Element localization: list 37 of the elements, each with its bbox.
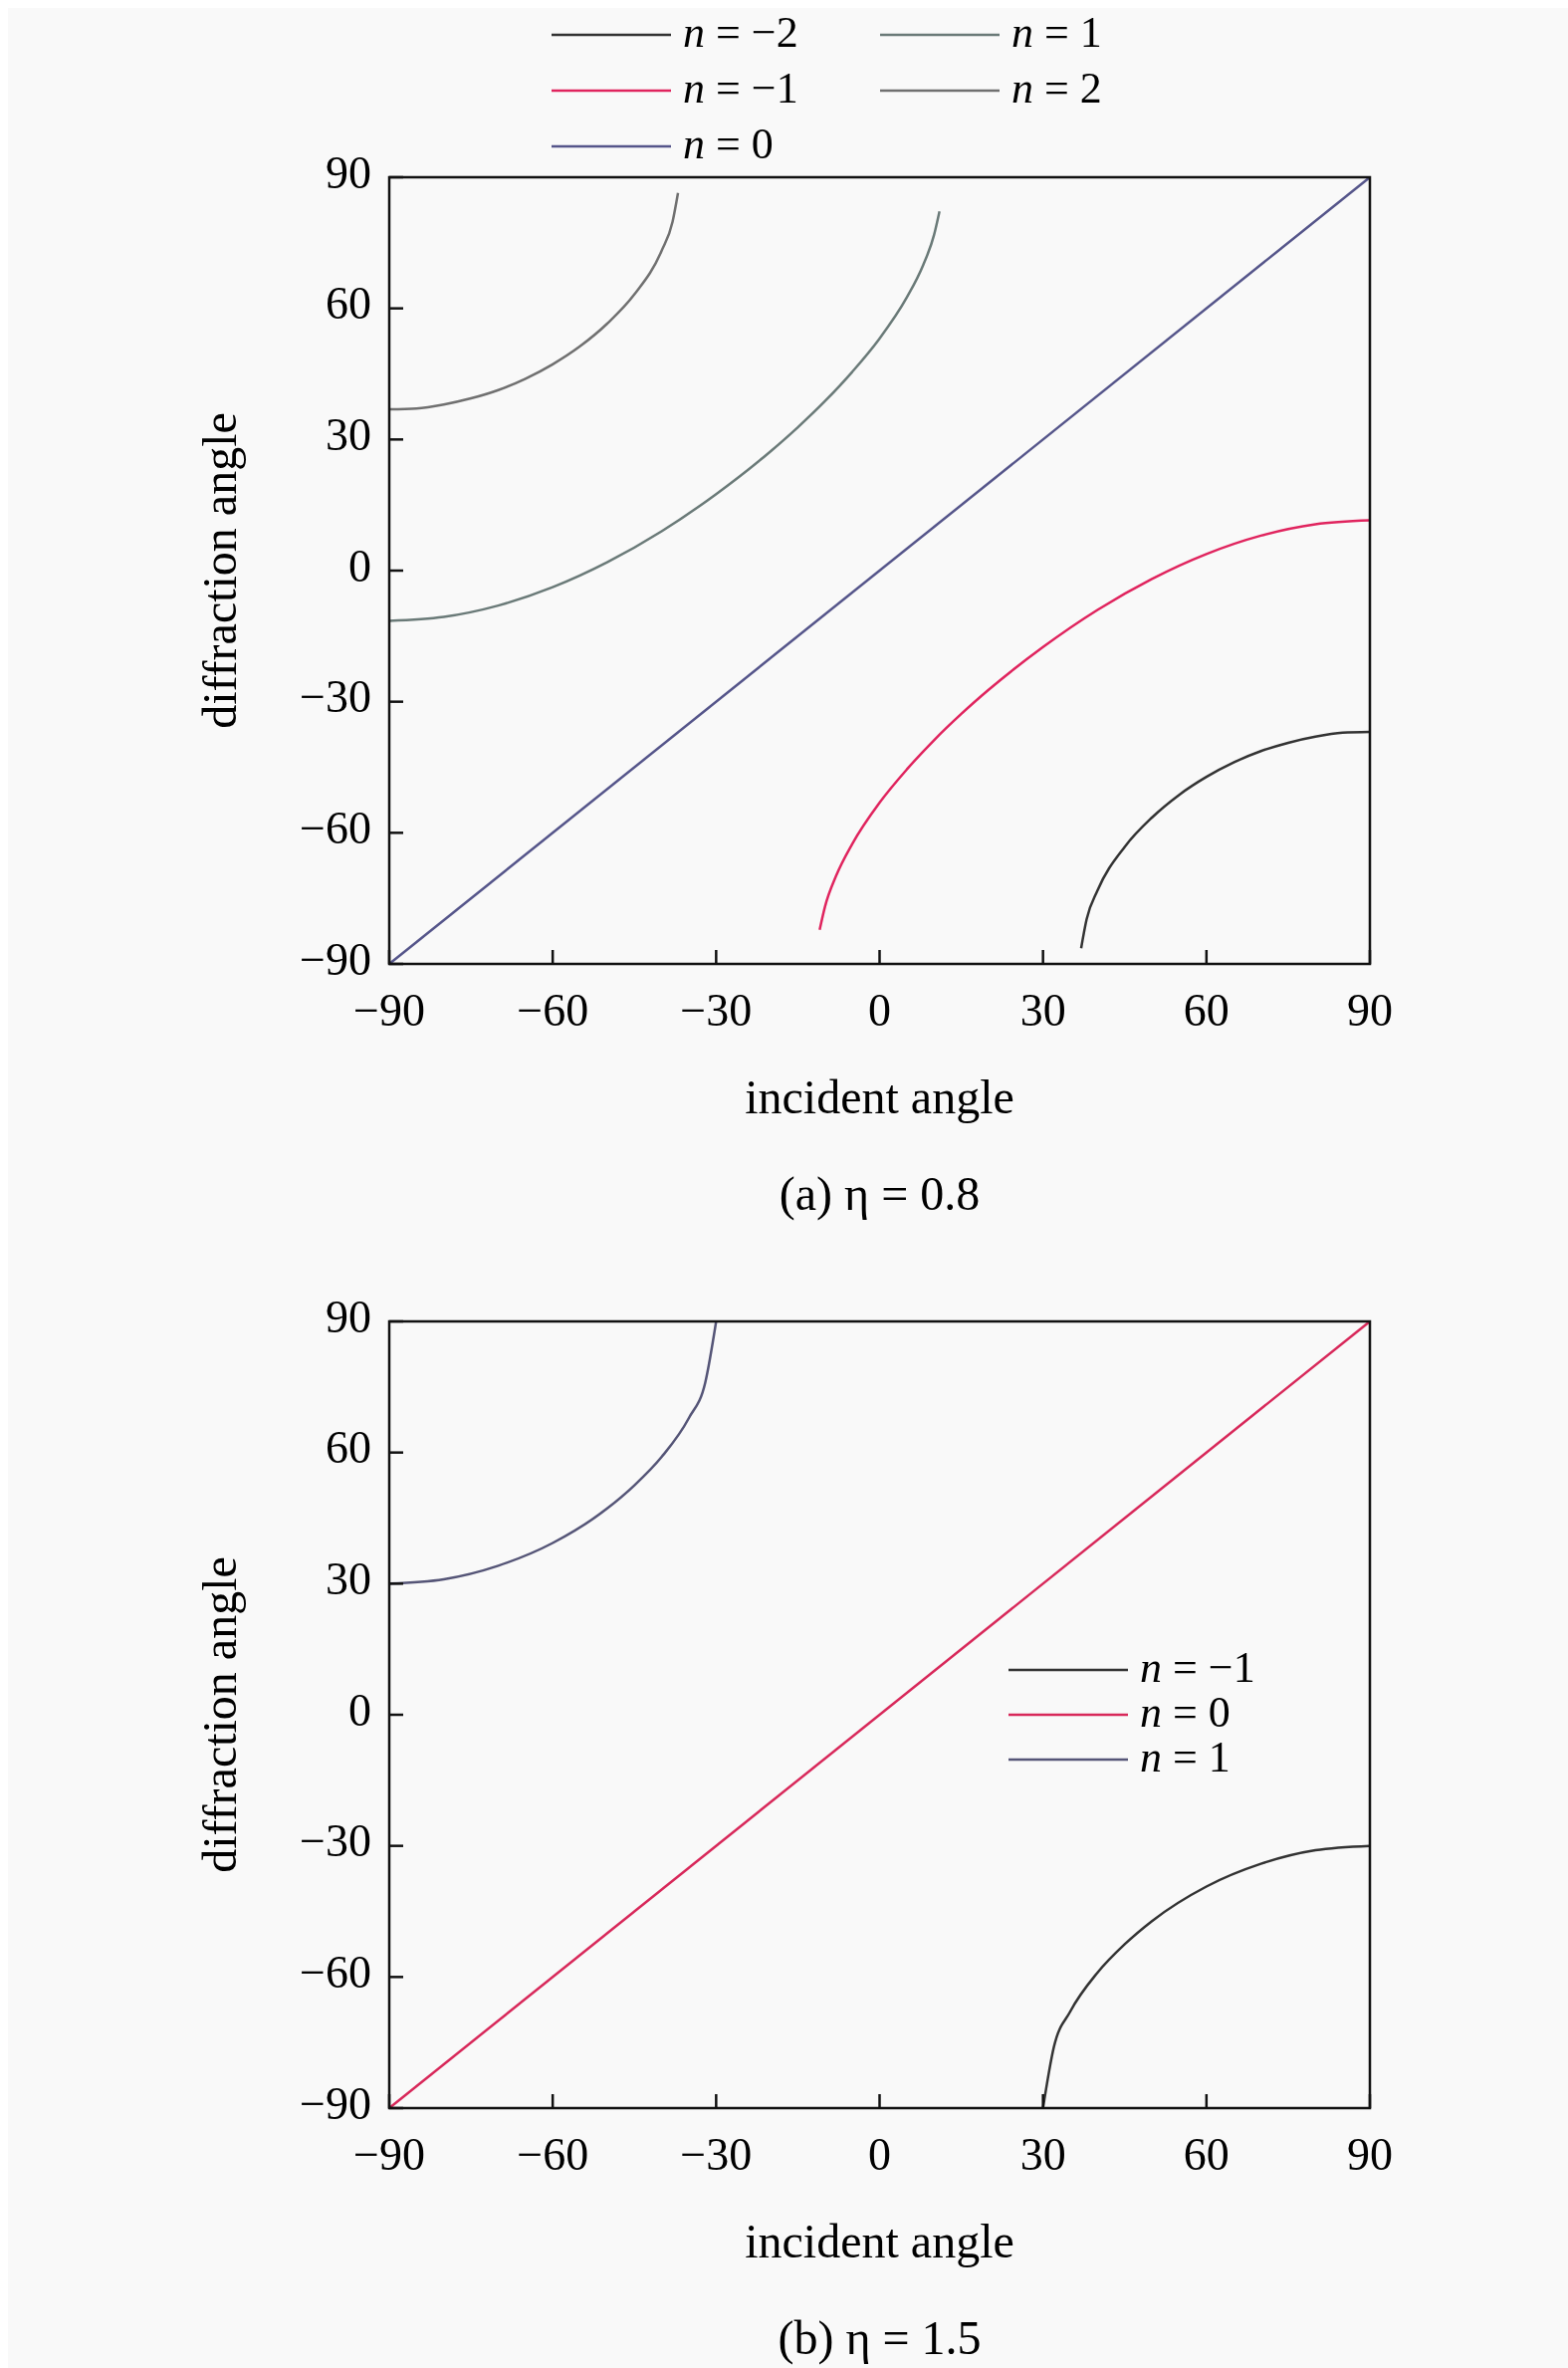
x-tick-label: 90 <box>1347 2129 1393 2180</box>
text: (a) η = 0.8 <box>779 1167 981 1221</box>
x-tick-label: 90 <box>1347 985 1393 1036</box>
y-tick-label: 0 <box>348 540 371 592</box>
x-tick-label: −30 <box>680 985 753 1036</box>
y-tick-label: 60 <box>326 1422 371 1474</box>
x-tick-label: 30 <box>1019 985 1066 1036</box>
legend-label: n = 2 <box>1011 64 1102 114</box>
y-tick-label: −30 <box>300 671 371 723</box>
legend-label: n = −2 <box>683 8 798 58</box>
text: (b) η = 1.5 <box>778 2311 982 2365</box>
x-tick-label: 60 <box>1183 2129 1230 2180</box>
y-tick-label: −90 <box>300 933 371 985</box>
y-tick-label: 90 <box>326 146 371 198</box>
legend-label: n = 1 <box>1011 8 1102 58</box>
legend-label: n = −1 <box>683 64 798 114</box>
y-tick-label: 30 <box>326 408 371 460</box>
x-tick-label: −60 <box>517 2129 589 2180</box>
y-tick-label: −90 <box>300 2077 371 2129</box>
y-tick-label: 60 <box>326 278 371 330</box>
x-tick-label: 30 <box>1019 2129 1066 2180</box>
x-tick-label: −60 <box>517 985 589 1036</box>
y-tick-label: −60 <box>300 802 371 853</box>
x-tick-label: 60 <box>1183 985 1230 1036</box>
x-axis-title: incident angle <box>745 2215 1014 2267</box>
x-axis-title: incident angle <box>745 1070 1014 1123</box>
y-axis-title: diffraction angle <box>193 412 247 729</box>
legend-label: n = 0 <box>683 119 774 169</box>
y-tick-label: 90 <box>326 1291 371 1342</box>
y-axis-title: diffraction angle <box>193 1556 247 1873</box>
x-tick-label: −30 <box>680 2129 753 2180</box>
y-tick-label: −30 <box>300 1815 371 1867</box>
x-tick-label: 0 <box>868 2129 891 2180</box>
y-tick-label: −60 <box>300 1946 371 1998</box>
x-tick-label: 0 <box>868 985 891 1036</box>
y-tick-label: 30 <box>326 1552 371 1604</box>
y-tick-label: 0 <box>348 1684 371 1736</box>
